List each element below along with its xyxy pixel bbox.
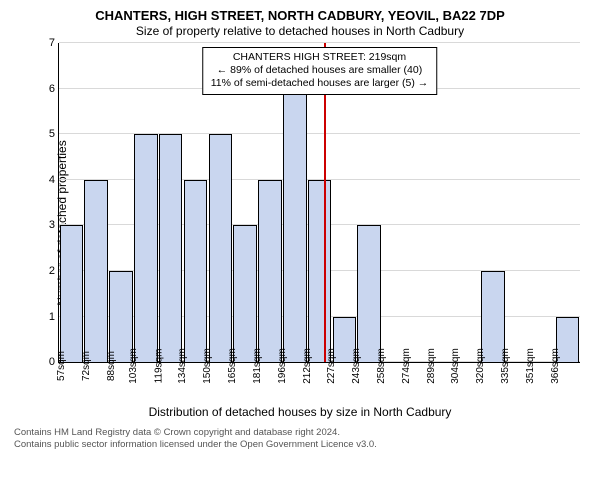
x-tick-label: 57sqm: [56, 351, 67, 381]
y-tick-label: 3: [39, 219, 55, 231]
footer-line2: Contains public sector information licen…: [14, 439, 590, 451]
annotation-line2: ← 89% of detached houses are smaller (40…: [211, 64, 429, 77]
bar-slot: 72sqm: [84, 43, 109, 362]
annotation-line3: 11% of semi-detached houses are larger (…: [211, 77, 429, 90]
y-tick-label: 6: [39, 83, 55, 95]
chart-area: Number of detached properties CHANTERS H…: [58, 43, 580, 403]
x-tick-label: 150sqm: [202, 348, 213, 384]
x-tick-label: 320sqm: [475, 348, 486, 384]
bar-slot: 320sqm: [481, 43, 506, 362]
annotation-box: CHANTERS HIGH STREET: 219sqm ← 89% of de…: [202, 47, 438, 94]
x-tick-label: 165sqm: [227, 348, 238, 384]
bar: [357, 225, 381, 362]
x-tick-label: 119sqm: [153, 349, 164, 384]
x-tick-label: 335sqm: [500, 348, 511, 384]
x-tick-label: 258sqm: [376, 348, 387, 384]
bar-slot: 119sqm: [158, 43, 183, 362]
x-tick-label: 366sqm: [550, 348, 561, 384]
x-tick-label: 72sqm: [81, 351, 92, 381]
plot-area: CHANTERS HIGH STREET: 219sqm ← 89% of de…: [58, 43, 580, 363]
bar: [209, 134, 233, 362]
x-tick-label: 304sqm: [451, 348, 462, 384]
bar: [233, 225, 257, 362]
x-tick-label: 181sqm: [252, 348, 263, 384]
chart-title: CHANTERS, HIGH STREET, NORTH CADBURY, YE…: [10, 8, 590, 24]
attribution-footer: Contains HM Land Registry data © Crown c…: [10, 427, 590, 451]
bar: [159, 134, 183, 362]
bar-slot: 88sqm: [109, 43, 134, 362]
bar-slot: 335sqm: [506, 43, 531, 362]
bar: [60, 225, 84, 362]
x-tick-label: 103sqm: [128, 348, 139, 384]
y-tick-label: 1: [39, 311, 55, 323]
x-tick-label: 351sqm: [525, 348, 536, 384]
x-tick-label: 196sqm: [277, 348, 288, 384]
footer-line1: Contains HM Land Registry data © Crown c…: [14, 427, 590, 439]
bar-slot: 366sqm: [555, 43, 580, 362]
bar: [258, 180, 282, 362]
bar: [184, 180, 208, 362]
chart-subtitle: Size of property relative to detached ho…: [10, 24, 590, 40]
x-tick-label: 243sqm: [351, 348, 362, 384]
bar-slot: 304sqm: [456, 43, 481, 362]
y-tick-label: 2: [39, 265, 55, 277]
bar: [308, 180, 332, 362]
bar: [283, 89, 307, 362]
x-tick-label: 134sqm: [178, 348, 189, 384]
bar-slot: 103sqm: [133, 43, 158, 362]
y-tick-label: 0: [39, 356, 55, 368]
x-tick-label: 289sqm: [426, 348, 437, 384]
chart-container: CHANTERS, HIGH STREET, NORTH CADBURY, YE…: [0, 0, 600, 500]
x-axis-label: Distribution of detached houses by size …: [10, 405, 590, 419]
x-tick-label: 227sqm: [327, 348, 338, 384]
x-tick-label: 274sqm: [401, 348, 412, 384]
y-tick-label: 4: [39, 174, 55, 186]
y-tick-label: 7: [39, 37, 55, 49]
bar-slot: 351sqm: [530, 43, 555, 362]
annotation-line1: CHANTERS HIGH STREET: 219sqm: [211, 51, 429, 64]
bar: [84, 180, 108, 362]
x-tick-label: 88sqm: [106, 351, 117, 381]
bar: [134, 134, 158, 362]
x-tick-label: 212sqm: [302, 348, 313, 384]
y-tick-label: 5: [39, 128, 55, 140]
bar-slot: 57sqm: [59, 43, 84, 362]
